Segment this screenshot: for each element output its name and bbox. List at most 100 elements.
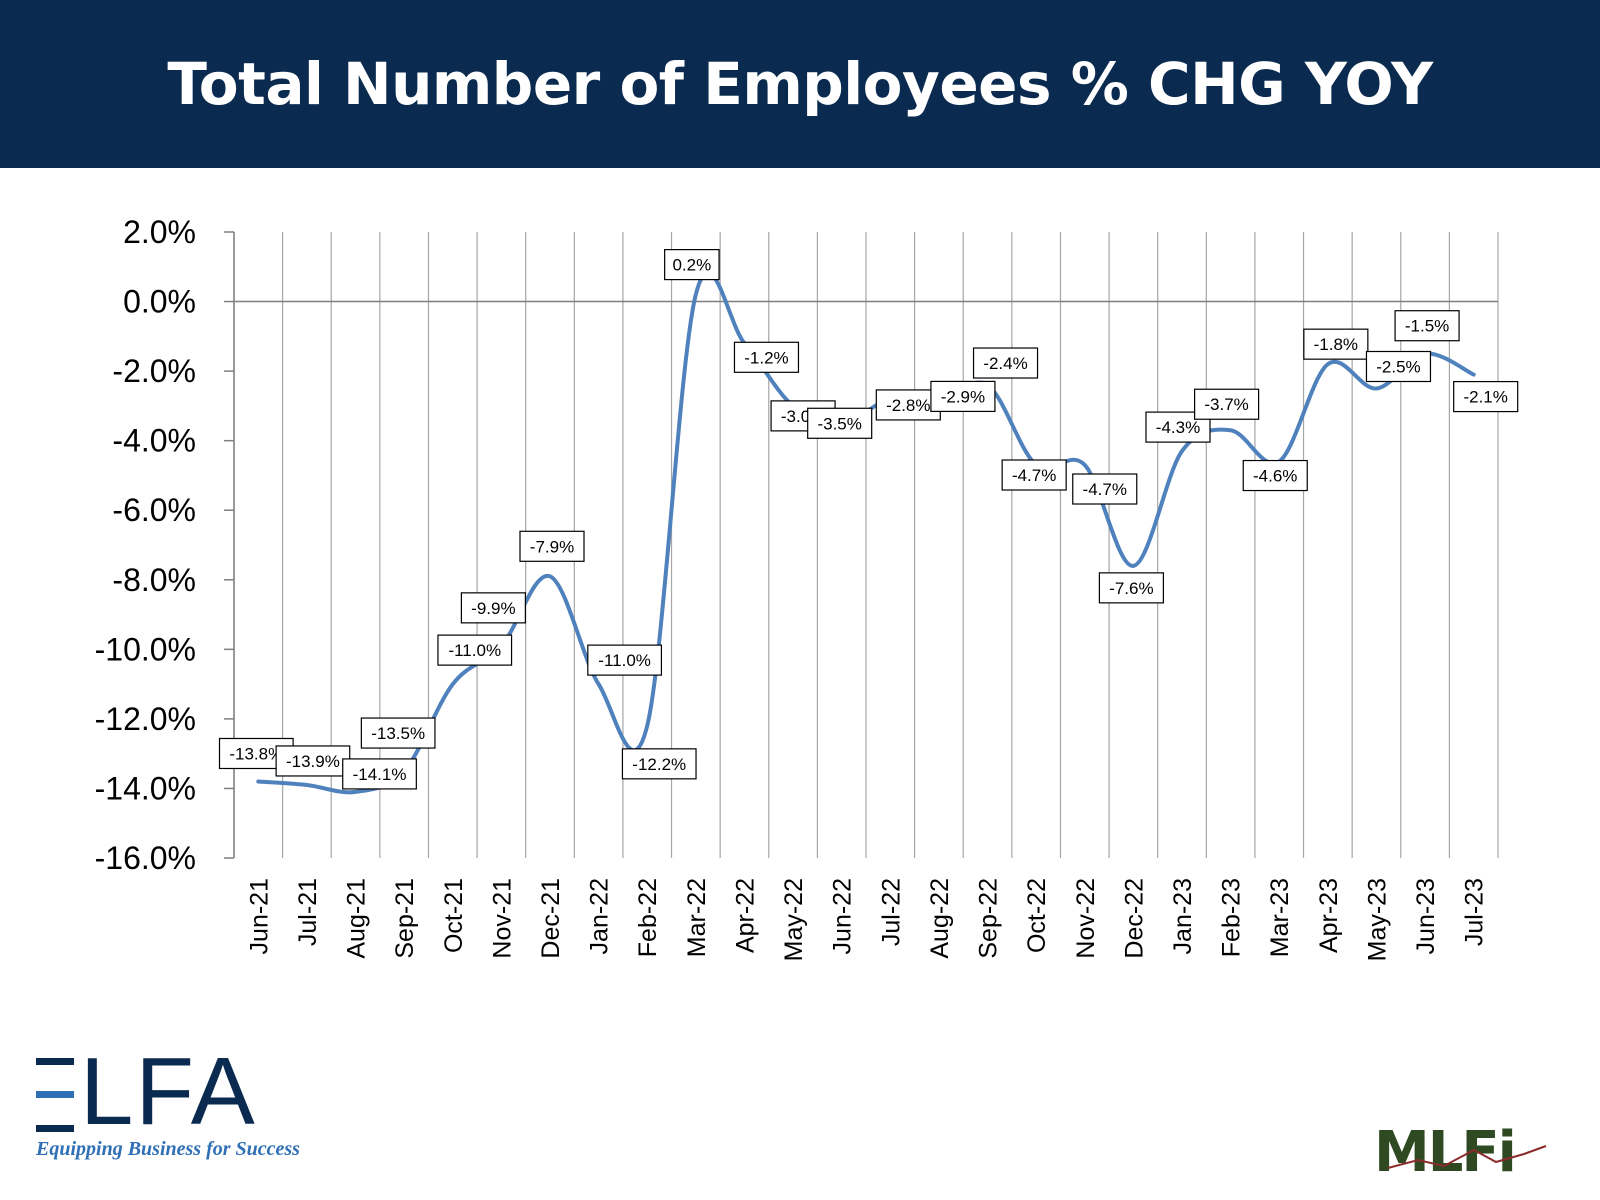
data-label-text: -13.9% — [286, 752, 340, 771]
elfa-wordmark: LFA — [80, 1038, 257, 1145]
y-tick-label: 2.0% — [123, 214, 196, 250]
y-tick-label: -16.0% — [95, 840, 196, 876]
data-label: -2.1% — [1453, 380, 1519, 413]
data-labels: -13.8% -13.9% -14.1% -13.5% -11.0% -9.9% -7.9%… — [218, 248, 1519, 790]
x-tick-label: Aug-21 — [343, 878, 371, 959]
data-label: -7.9% — [519, 530, 585, 562]
data-label-box — [360, 717, 436, 749]
mlfi-wordmark: MLFi — [1374, 1120, 1517, 1185]
x-tick-label: Nov-22 — [1072, 878, 1100, 959]
x-tick-label: Jul-21 — [294, 878, 322, 946]
data-label-text: -3.5% — [817, 414, 861, 433]
y-tick-label: 0.0% — [123, 284, 196, 320]
data-label: -1.8% — [1303, 328, 1369, 360]
data-label-text: -7.6% — [1109, 579, 1153, 598]
data-label: -13.9% — [275, 745, 351, 777]
x-tick-label: Jan-23 — [1169, 878, 1197, 954]
y-tick-label: -14.0% — [95, 770, 196, 806]
data-label: -11.0% — [437, 634, 513, 666]
data-label-text: -13.5% — [371, 724, 425, 743]
x-tick-label: Jun-21 — [245, 878, 273, 954]
data-label-text: -14.1% — [353, 765, 407, 784]
data-label-text: -11.0% — [448, 641, 501, 660]
data-label-text: -7.9% — [530, 537, 574, 556]
data-label-box — [1303, 328, 1369, 360]
x-tick-label: Mar-22 — [683, 878, 711, 957]
data-label: -4.6% — [1242, 459, 1308, 492]
mlfi-trend-icon — [1387, 1145, 1547, 1169]
y-tick-label: -12.0% — [95, 701, 196, 737]
data-label-text: -4.3% — [1156, 418, 1200, 437]
data-label-box — [1194, 388, 1260, 420]
data-label: 0.2% — [664, 248, 720, 281]
y-tick-label: -2.0% — [112, 353, 196, 389]
data-label-text: -2.4% — [983, 354, 1027, 373]
data-label-text: -4.7% — [1012, 466, 1056, 485]
x-tick-label: Sep-21 — [391, 878, 419, 959]
x-tick-label: Sep-22 — [975, 878, 1003, 959]
x-axis-ticks: Jun-21 Jul-21 Aug-21 Sep-21 Oct-21 Nov-21 Dec-… — [245, 878, 1488, 961]
data-label: -3.5% — [807, 407, 873, 439]
x-tick-label: Feb-23 — [1218, 878, 1246, 957]
line-chart: 2.0% 0.0% -2.0% -4.0% -6.0% -8.0% -10.0% -12.0%… — [95, 214, 1519, 961]
data-label-box — [587, 644, 663, 676]
data-label-box — [930, 380, 996, 413]
x-tick-label: Apr-23 — [1315, 878, 1343, 953]
vertical-gridlines — [233, 232, 1499, 858]
x-tick-label: Jun-23 — [1412, 878, 1440, 954]
y-tick-label: -6.0% — [112, 492, 196, 528]
data-label-text: -1.5% — [1405, 317, 1449, 336]
chart-title: Total Number of Employees % CHG YOY — [167, 50, 1433, 118]
x-tick-label: Feb-22 — [634, 878, 662, 957]
data-label-box — [460, 592, 526, 624]
x-tick-label: Jan-22 — [586, 878, 614, 954]
data-label-text: -2.9% — [941, 387, 985, 406]
x-tick-label: Jun-22 — [829, 878, 857, 954]
data-label: -11.0% — [587, 644, 663, 676]
x-tick-label: Jul-22 — [877, 878, 905, 946]
y-tick-label: -4.0% — [112, 423, 196, 459]
data-label: -4.7% — [1001, 459, 1067, 491]
data-label-box — [1365, 350, 1432, 383]
data-label-box — [1453, 380, 1519, 413]
data-label-box — [664, 248, 720, 281]
data-label: -3.7% — [1194, 388, 1260, 420]
data-label-box — [342, 758, 417, 790]
data-label-text: -4.7% — [1083, 480, 1127, 499]
elfa-e-bars-icon — [36, 1058, 76, 1132]
data-label: -7.6% — [1098, 572, 1164, 604]
data-label-text: -9.9% — [471, 599, 515, 618]
data-label-box — [519, 530, 585, 562]
data-label-text: -11.0% — [598, 651, 651, 670]
data-label-text: 0.2% — [672, 256, 711, 275]
x-tick-label: May-22 — [780, 878, 808, 961]
x-tick-label: Mar-23 — [1266, 878, 1294, 957]
data-label-text: -4.6% — [1253, 467, 1297, 486]
data-label: -1.5% — [1394, 310, 1460, 342]
data-label-box — [1098, 572, 1164, 604]
data-label-box — [1242, 459, 1308, 492]
data-label: -2.5% — [1365, 350, 1432, 383]
x-tick-label: May-23 — [1363, 878, 1391, 961]
x-tick-label: Nov-21 — [488, 878, 516, 959]
data-label-box — [1001, 459, 1067, 491]
data-label-text: -13.8% — [229, 744, 283, 763]
x-tick-label: Dec-21 — [537, 878, 565, 959]
data-label-box — [1072, 473, 1138, 505]
data-label-box — [807, 407, 873, 439]
x-tick-label: Aug-22 — [926, 878, 954, 959]
data-label-text: -2.1% — [1463, 388, 1507, 407]
data-label-box — [621, 748, 697, 780]
x-tick-label: Oct-21 — [440, 878, 468, 953]
data-label-text: -12.2% — [632, 755, 686, 774]
data-label-box — [733, 341, 800, 373]
elfa-logo: LFA Equipping Business for Success — [36, 1044, 356, 1180]
data-label-text: -2.8% — [886, 396, 930, 415]
title-banner: Total Number of Employees % CHG YOY — [0, 0, 1600, 168]
data-label: -2.9% — [930, 380, 996, 413]
data-label: -1.2% — [733, 341, 800, 373]
y-tick-label: -8.0% — [112, 562, 196, 598]
data-label-text: -3.7% — [1204, 395, 1248, 414]
x-tick-label: Jul-23 — [1461, 878, 1489, 946]
data-label-box — [437, 634, 513, 666]
